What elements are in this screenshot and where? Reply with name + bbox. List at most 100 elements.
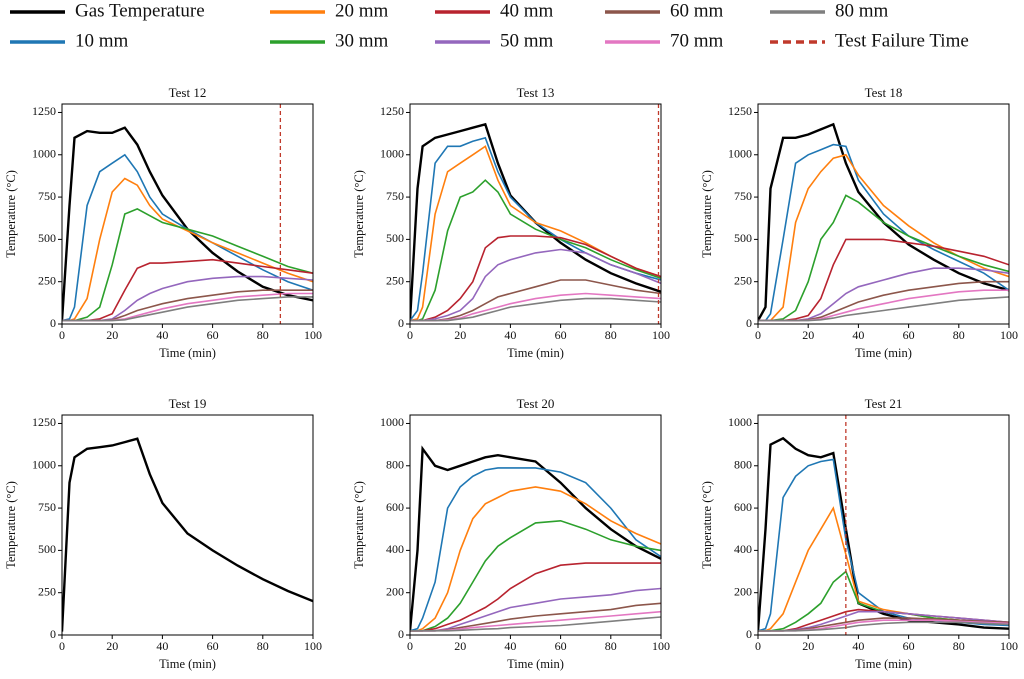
x-tick-label: 80 [257,328,269,342]
x-tick-label: 60 [903,328,915,342]
x-tick-label: 100 [304,328,322,342]
series-line [62,126,313,321]
y-tick-label: 1250 [728,104,752,118]
y-axis-label: Temperature (°C) [352,170,366,258]
y-tick-label: 400 [734,542,752,556]
y-tick-label: 500 [734,231,752,245]
x-tick-label: 40 [504,328,516,342]
y-tick-label: 0 [50,316,56,330]
panel-title: Test 20 [517,396,555,411]
x-tick-label: 40 [156,328,168,342]
plot-frame [61,414,314,636]
series-line [410,297,661,322]
y-tick-label: 800 [386,458,404,472]
y-axis-label: Temperature (°C) [4,170,18,258]
legend-label: 40 mm [500,0,554,21]
y-tick-label: 1000 [728,147,752,161]
x-tick-label: 100 [1000,639,1018,653]
legend-label: 80 mm [835,0,889,21]
legend-entry: 70 mm [605,30,724,51]
y-tick-label: 1000 [380,415,404,429]
x-tick-label: 80 [257,639,269,653]
y-tick-label: 1000 [380,147,404,161]
panel: Test 180 20 40 60 80 100025050075010001250Tim… [700,85,1018,360]
panel-title: Test 18 [865,85,903,100]
y-tick-label: 750 [734,189,752,203]
series-line [410,179,661,322]
y-tick-label: 1000 [32,147,56,161]
y-tick-label: 750 [386,189,404,203]
plot-area [62,437,313,632]
x-tick-label: 100 [304,639,322,653]
x-tick-label: 20 [454,639,466,653]
plot-area [410,122,661,322]
plot-frame [61,103,314,325]
panel-title: Test 21 [865,396,903,411]
series-line [410,235,661,322]
series-line [410,519,661,632]
y-tick-label: 250 [38,584,56,598]
series-line [758,621,1009,632]
y-tick-label: 500 [386,231,404,245]
x-tick-label: 0 [59,328,65,342]
series-line [62,437,313,632]
x-axis-label: Time (min) [159,346,216,360]
x-axis-label: Time (min) [855,346,912,360]
legend-label: 50 mm [500,30,554,51]
panel: Test 120 20 40 60 80 100025050075010001250Tim… [4,85,322,360]
y-tick-label: 750 [38,500,56,514]
x-tick-label: 80 [605,328,617,342]
x-tick-label: 40 [852,328,864,342]
plot-area [62,126,313,322]
plot-area [410,445,661,632]
x-axis-label: Time (min) [855,657,912,671]
plot-frame [757,414,1010,636]
series-line [410,279,661,322]
panel-title: Test 19 [169,396,207,411]
series-line [410,562,661,632]
y-axis-label: Temperature (°C) [700,481,714,569]
x-tick-label: 20 [106,639,118,653]
y-tick-label: 1000 [728,415,752,429]
x-tick-label: 20 [802,328,814,342]
legend-label: 20 mm [335,0,389,21]
series-line [62,208,313,322]
x-tick-label: 100 [652,328,670,342]
y-tick-label: 0 [746,627,752,641]
x-tick-label: 0 [755,328,761,342]
series-line [758,458,1009,632]
panel: Test 130 20 40 60 80 100025050075010001250Tim… [352,85,670,360]
y-tick-label: 0 [398,627,404,641]
y-tick-label: 0 [746,316,752,330]
legend-entry: 10 mm [10,30,129,51]
y-tick-label: 600 [734,500,752,514]
x-tick-label: 100 [652,639,670,653]
y-tick-label: 500 [38,542,56,556]
x-tick-label: 80 [953,328,965,342]
plot-frame [757,103,1010,325]
x-tick-label: 60 [555,639,567,653]
series-line [410,486,661,632]
x-tick-label: 0 [755,639,761,653]
y-tick-label: 800 [734,458,752,472]
series-line [758,122,1009,322]
y-tick-label: 250 [38,273,56,287]
plot-frame [409,414,662,636]
legend-entry: Gas Temperature [10,0,205,21]
x-tick-label: 0 [407,328,413,342]
plot-area [758,122,1009,322]
legend-entry: 80 mm [770,0,889,21]
plot-area [758,436,1009,632]
panel: Test 200 20 40 60 80 10002004006008001000Time… [352,396,670,671]
plot-frame [409,103,662,325]
panel: Test 190 20 40 60 80 100025050075010001250Tim… [4,396,322,671]
y-tick-label: 1250 [380,104,404,118]
x-tick-label: 80 [953,639,965,653]
y-tick-label: 750 [38,189,56,203]
series-line [410,292,661,322]
y-tick-label: 250 [734,273,752,287]
x-tick-label: 40 [852,639,864,653]
series-line [410,122,661,321]
series-line [62,153,313,322]
